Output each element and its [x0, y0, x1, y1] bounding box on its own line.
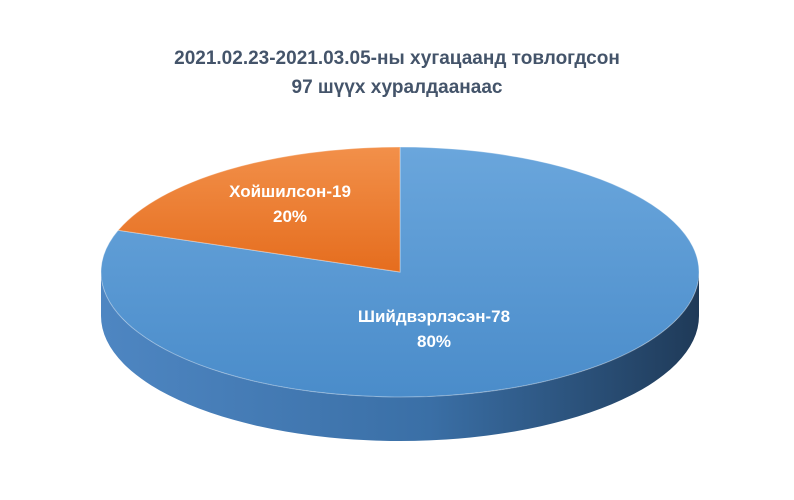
slice-percent-0: 80%	[417, 332, 451, 351]
chart-title-line-2: 97 шүүх хуралдаанаас	[291, 77, 503, 98]
pie-labels: Шийдвэрлэсэн-78 80% Хойшилсон-19 20%	[229, 182, 510, 351]
chart-title-line-1: 2021.02.23-2021.03.05-ны хугацаанд товло…	[174, 48, 620, 69]
slice-percent-1: 20%	[273, 207, 307, 226]
chart-title: 2021.02.23-2021.03.05-ны хугацаанд товло…	[0, 44, 794, 102]
pie-slices	[100, 146, 700, 441]
slice-1	[117, 146, 401, 273]
slice-label-1: Хойшилсон-19	[229, 182, 351, 201]
slice-side-0	[101, 272, 699, 441]
slice-0	[100, 146, 700, 398]
slice-label-0: Шийдвэрлэсэн-78	[358, 307, 510, 326]
